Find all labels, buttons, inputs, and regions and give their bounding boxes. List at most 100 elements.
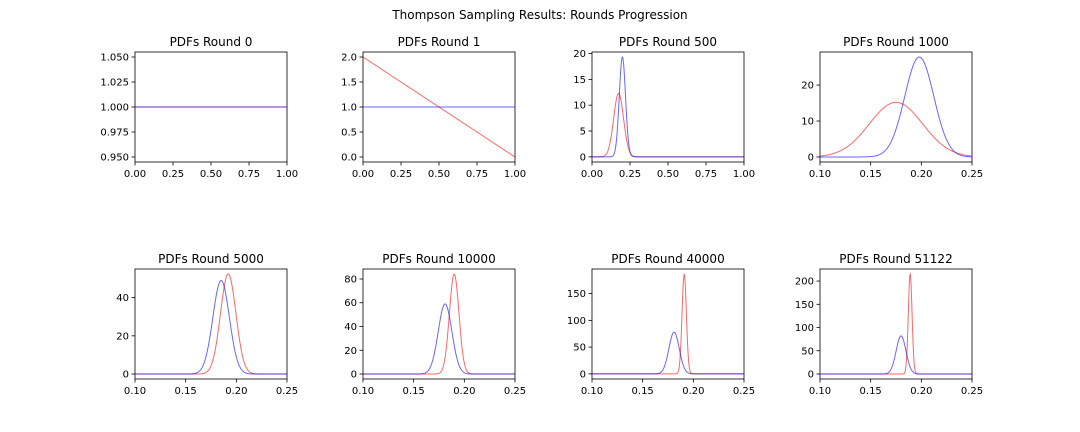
y-tick-label: 20	[573, 49, 586, 60]
y-tick-label: 0.0	[341, 153, 357, 164]
y-tick-label: 0	[580, 152, 586, 163]
x-tick-label: 0.15	[860, 386, 882, 397]
series-line-blue	[592, 331, 744, 375]
y-tick-label: 20	[344, 346, 357, 357]
y-tick-label: 0.975	[100, 128, 129, 139]
series-line-blue	[135, 279, 287, 375]
y-tick-label: 40	[116, 293, 129, 304]
x-tick-label: 0.00	[352, 169, 374, 180]
x-tick-label: 0.50	[200, 169, 222, 180]
x-tick-label: 0.25	[733, 386, 755, 397]
y-tick-label: 20	[116, 331, 129, 342]
subplot-5: PDFs Round 5000 0.10 0.15 0.20 0.25 0 20 40	[116, 252, 298, 397]
figure-title: Thompson Sampling Results: Rounds Progre…	[391, 8, 687, 22]
y-tick-label: 0	[808, 369, 814, 380]
subplot-title: PDFs Round 1	[398, 35, 481, 49]
x-tick-label: 0.25	[162, 169, 184, 180]
x-tick-label: 0.20	[910, 169, 932, 180]
x-tick-label: 0.75	[238, 169, 260, 180]
x-tick-label: 0.25	[390, 169, 412, 180]
x-tick-label: 0.00	[124, 169, 146, 180]
series-line-blue	[592, 56, 744, 158]
y-tick-label: 150	[795, 300, 814, 311]
series-line-blue	[363, 303, 515, 375]
y-tick-label: 100	[567, 316, 586, 327]
x-tick-label: 1.00	[733, 169, 755, 180]
axes-frame	[591, 51, 745, 163]
subplot-3: PDFs Round 500 0.00 0.25 0.50 0.75 1.00 0 5 10 15…	[573, 35, 755, 180]
y-tick-label: 0.5	[341, 128, 357, 139]
subplot-1: PDFs Round 0 0.00 0.25 0.50 0.75 1.00 0.950 0.9…	[100, 35, 298, 180]
y-tick-label: 80	[344, 274, 357, 285]
x-tick-label: 0.50	[657, 169, 679, 180]
x-tick-label: 1.00	[504, 169, 526, 180]
subplot-2: PDFs Round 1 0.00 0.25 0.50 0.75 1.00 0.0 0.5 1.…	[341, 35, 526, 180]
x-tick-label: 0.10	[352, 386, 374, 397]
subplot-4: PDFs Round 1000 0.10 0.15 0.20 0.25 0 10 20	[801, 35, 983, 180]
subplot-6: PDFs Round 10000 0.10 0.15 0.20 0.25 0 20 40 60 8…	[344, 252, 526, 397]
x-tick-label: 0.50	[428, 169, 450, 180]
y-tick-label: 1.5	[341, 78, 357, 89]
y-tick-label: 5	[580, 127, 586, 138]
x-tick-label: 0.15	[632, 386, 654, 397]
x-tick-label: 0.20	[910, 386, 932, 397]
x-tick-label: 1.00	[276, 169, 298, 180]
x-tick-label: 0.75	[466, 169, 488, 180]
x-tick-label: 0.25	[961, 169, 983, 180]
subplot-8: PDFs Round 51122 0.10 0.15 0.20 0.25 0 50 100 15…	[795, 252, 983, 397]
x-tick-label: 0.20	[682, 386, 704, 397]
x-tick-label: 0.20	[225, 386, 247, 397]
y-tick-label: 60	[344, 298, 357, 309]
x-tick-label: 0.15	[175, 386, 197, 397]
y-tick-label: 50	[801, 346, 814, 357]
series-line-blue	[820, 56, 972, 158]
x-tick-label: 0.15	[403, 386, 425, 397]
x-tick-label: 0.20	[453, 386, 475, 397]
x-tick-label: 0.25	[961, 386, 983, 397]
x-tick-label: 0.25	[504, 386, 526, 397]
x-tick-label: 0.25	[619, 169, 641, 180]
series-line-blue	[820, 335, 972, 375]
y-tick-label: 10	[573, 101, 586, 112]
x-tick-label: 0.75	[695, 169, 717, 180]
axes-frame	[819, 268, 973, 380]
subplot-title: PDFs Round 1000	[843, 35, 949, 49]
x-tick-label: 0.10	[809, 169, 831, 180]
axes-frame	[134, 268, 288, 380]
y-tick-label: 1.025	[100, 78, 129, 89]
y-tick-label: 1.050	[100, 53, 129, 64]
subplots: PDFs Round 00.00 0.25 0.50 0.75 1.000.9500.9…	[100, 35, 983, 397]
y-tick-label: 0	[580, 369, 586, 380]
axes-frame	[591, 268, 745, 380]
y-tick-label: 1.0	[341, 103, 357, 114]
x-tick-label: 0.00	[581, 169, 603, 180]
subplot-7: PDFs Round 40000 0.10 0.15 0.20 0.25 0 50 100 15…	[567, 252, 755, 397]
y-tick-label: 0.950	[100, 153, 129, 164]
subplot-title: PDFs Round 51122	[839, 252, 952, 266]
y-tick-label: 100	[795, 323, 814, 334]
y-tick-label: 0	[351, 370, 357, 381]
subplot-title: PDFs Round 40000	[611, 252, 724, 266]
subplot-title: PDFs Round 5000	[158, 252, 264, 266]
y-tick-label: 20	[801, 81, 814, 92]
subplot-title: PDFs Round 500	[619, 35, 717, 49]
axes-frame	[819, 51, 973, 163]
y-tick-label: 1.000	[100, 103, 129, 114]
y-tick-label: 50	[573, 343, 586, 354]
x-tick-label: 0.25	[276, 386, 298, 397]
y-tick-label: 2.0	[341, 53, 357, 64]
y-tick-label: 40	[344, 322, 357, 333]
x-tick-label: 0.10	[124, 386, 146, 397]
y-tick-label: 0	[808, 152, 814, 163]
y-tick-label: 150	[567, 289, 586, 300]
x-tick-label: 0.10	[581, 386, 603, 397]
subplot-title: PDFs Round 10000	[382, 252, 495, 266]
x-tick-label: 0.10	[809, 386, 831, 397]
y-tick-label: 15	[573, 75, 586, 86]
y-tick-label: 10	[801, 117, 814, 128]
x-tick-label: 0.15	[860, 169, 882, 180]
series-line-red	[820, 101, 972, 157]
y-tick-label: 0	[123, 370, 129, 381]
y-tick-label: 200	[795, 277, 814, 288]
